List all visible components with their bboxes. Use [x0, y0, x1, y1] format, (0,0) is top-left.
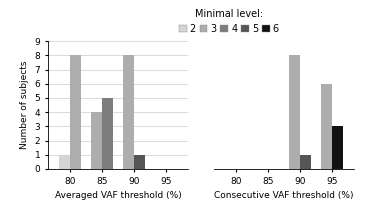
Legend: 2, 3, 4, 5, 6: 2, 3, 4, 5, 6 [175, 5, 283, 37]
Bar [91, 112, 102, 169]
X-axis label: Consecutive VAF threshold (%): Consecutive VAF threshold (%) [214, 191, 354, 200]
Bar [321, 84, 332, 169]
Bar [134, 155, 145, 169]
Bar [70, 55, 82, 169]
X-axis label: Averaged VAF threshold (%): Averaged VAF threshold (%) [55, 191, 182, 200]
Bar [102, 98, 113, 169]
Bar [123, 55, 134, 169]
Bar [300, 155, 311, 169]
Bar [332, 126, 343, 169]
Bar [289, 55, 300, 169]
Y-axis label: Number of subjects: Number of subjects [20, 61, 29, 149]
Bar [59, 155, 70, 169]
